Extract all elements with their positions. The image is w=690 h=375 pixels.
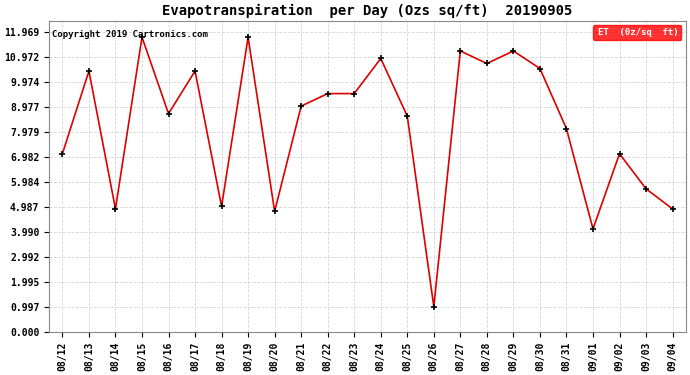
Title: Evapotranspiration  per Day (Ozs sq/ft)  20190905: Evapotranspiration per Day (Ozs sq/ft) 2… — [162, 4, 573, 18]
Legend: ET  (0z/sq  ft): ET (0z/sq ft) — [593, 26, 681, 40]
Text: Copyright 2019 Cartronics.com: Copyright 2019 Cartronics.com — [52, 30, 208, 39]
